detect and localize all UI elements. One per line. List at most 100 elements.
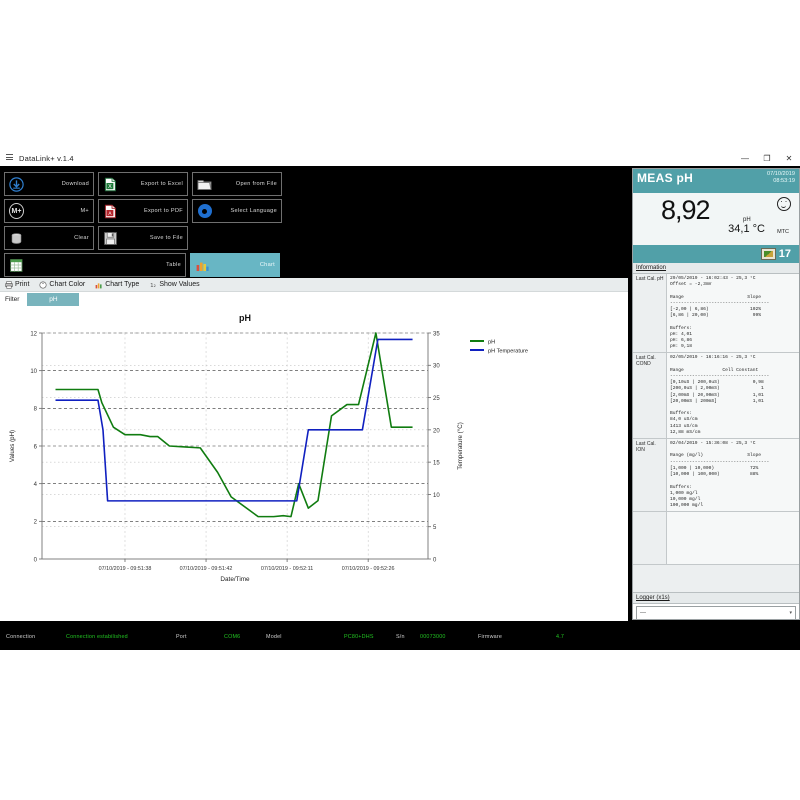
export-to-pdf-label: Export to PDF	[143, 208, 183, 214]
window-controls: — ❐ ✕	[734, 150, 800, 166]
table-view-label: Table	[166, 262, 181, 268]
logger-header-label: Logger (x1s)	[636, 595, 670, 601]
measurement-header: MEAS pH 07/10/2019 08:53:19	[633, 169, 799, 193]
svg-text:30: 30	[433, 364, 440, 370]
svg-text:25: 25	[433, 396, 440, 402]
status-value-model: PC80+DHS	[344, 634, 374, 640]
svg-text:8: 8	[34, 407, 38, 413]
svg-text:Temperature (°C): Temperature (°C)	[457, 422, 464, 470]
svg-text:5: 5	[433, 525, 437, 531]
select-language-button[interactable]: Select Language	[192, 199, 282, 223]
svg-text:12: 12	[30, 331, 37, 337]
chart-menu-bar: Print Chart Color Chart Type 1₂ Show Val…	[0, 278, 628, 292]
ribbon-toolbar: Download X Export to Excel Open from Fil…	[4, 172, 284, 280]
menu-item-chart-type-label: Chart Type	[105, 281, 140, 288]
svg-text:Values (pH): Values (pH)	[9, 430, 16, 462]
measurement-date: 07/10/2019	[767, 171, 795, 177]
menu-item-chart-type[interactable]: Chart Type	[95, 281, 139, 289]
open-from-file-button[interactable]: Open from File	[192, 172, 282, 196]
information-body[interactable]: Last Cal. pH 29/05/2019 - 16:02:43 - 25,…	[633, 274, 799, 592]
ribbon-row-1: Download X Export to Excel Open from Fil…	[4, 172, 284, 196]
download-icon	[9, 176, 24, 192]
menu-item-chart-color[interactable]: Chart Color	[39, 280, 86, 289]
memory-plus-button[interactable]: M+ M+	[4, 199, 94, 223]
measurement-datetime: 07/10/2019 08:53:19	[767, 171, 795, 185]
bar-chart-icon	[195, 258, 210, 273]
chevron-down-icon: ▾	[789, 610, 792, 616]
smiley-icon	[777, 197, 791, 211]
chart-panel: Print Chart Color Chart Type 1₂ Show Val…	[0, 278, 628, 621]
svg-text:6: 6	[34, 444, 38, 450]
clear-label: Clear	[74, 235, 89, 241]
folder-icon	[197, 177, 212, 192]
info-row-ph: Last Cal. pH 29/05/2019 - 16:02:43 - 25,…	[633, 274, 799, 354]
status-label-serial: S/n	[396, 634, 405, 640]
info-value-cond: 02/05/2019 - 16:16:16 - 25,3 °C Range Ce…	[667, 353, 799, 439]
ph-value: 8,92	[661, 195, 711, 225]
svg-text:pH Temperature: pH Temperature	[488, 348, 528, 354]
ph-unit: pH	[743, 217, 751, 223]
chart-view-label: Chart	[259, 262, 275, 268]
status-value-firmware: 4.7	[556, 634, 565, 640]
info-label-ion: Last Cal. ION	[633, 439, 667, 512]
svg-text:A: A	[108, 211, 112, 217]
svg-text:0: 0	[34, 557, 38, 563]
filter-label: Filter	[5, 296, 20, 303]
menu-item-print-label: Print	[15, 281, 30, 288]
menu-item-show-values[interactable]: 1₂ Show Values	[149, 281, 199, 289]
table-icon	[9, 258, 24, 273]
menu-item-chart-color-label: Chart Color	[49, 281, 86, 288]
datalink-application-window: DataLink+ v.1.4 — ❐ ✕ Download X Export …	[0, 150, 800, 650]
svg-text:0: 0	[433, 557, 437, 563]
minimize-icon[interactable]: —	[741, 153, 749, 163]
info-row-empty	[633, 512, 799, 566]
ribbon-row-2: M+ M+ A Export to PDF Select Language	[4, 199, 284, 223]
svg-text:07/10/2019 - 09:51:42: 07/10/2019 - 09:51:42	[180, 566, 233, 572]
export-to-excel-button[interactable]: X Export to Excel	[98, 172, 188, 196]
svg-text:Date/Time: Date/Time	[220, 576, 250, 583]
window-title: DataLink+ v.1.4	[19, 153, 74, 163]
palette-icon	[39, 280, 47, 289]
svg-text:pH: pH	[239, 313, 251, 323]
svg-text:1₂: 1₂	[150, 283, 156, 289]
select-language-label: Select Language	[230, 208, 277, 214]
svg-text:20: 20	[433, 428, 440, 434]
window-title-bar: DataLink+ v.1.4 — ❐ ✕	[0, 150, 800, 166]
log-count: 17	[778, 248, 791, 260]
logger-select[interactable]: --- ▾	[636, 606, 796, 620]
svg-text:pH: pH	[488, 339, 495, 345]
plot-area[interactable]: pH 0 2 4 6 8 10 12 0 5 10 15 20 25 30 35 07/10/2019 - 09…	[0, 307, 628, 617]
download-button[interactable]: Download	[4, 172, 94, 196]
status-value-port: COM6	[224, 634, 241, 640]
table-view-button[interactable]: Table	[4, 253, 186, 277]
filter-tab-ph[interactable]: pH	[27, 293, 80, 306]
information-header-label: Information	[636, 265, 667, 271]
export-to-pdf-button[interactable]: A Export to PDF	[98, 199, 188, 223]
bar-chart-icon	[95, 281, 103, 289]
download-label: Download	[61, 181, 89, 187]
menu-item-print[interactable]: Print	[5, 280, 30, 289]
memory-plus-icon: M+	[9, 203, 24, 219]
close-icon[interactable]: ✕	[785, 153, 793, 163]
trash-icon	[9, 231, 24, 246]
pdf-file-icon: A	[103, 204, 118, 219]
chart-view-button[interactable]: Chart	[190, 253, 280, 277]
open-from-file-label: Open from File	[235, 181, 277, 187]
info-label-ph: Last Cal. pH	[633, 274, 667, 353]
info-value-empty	[667, 512, 799, 565]
printer-icon	[5, 280, 13, 289]
export-to-excel-label: Export to Excel	[140, 181, 183, 187]
svg-text:07/10/2019 - 09:52:26: 07/10/2019 - 09:52:26	[342, 566, 395, 572]
svg-text:07/10/2019 - 09:52:11: 07/10/2019 - 09:52:11	[261, 566, 313, 572]
ribbon-row-4: Table Chart	[4, 253, 284, 277]
save-to-file-label: Save to File	[149, 235, 183, 241]
memory-plus-label: M+	[80, 208, 89, 214]
info-value-ph: 29/05/2019 - 16:02:43 - 25,3 °C Offset =…	[667, 274, 799, 353]
svg-text:2: 2	[34, 520, 38, 526]
filter-bar: Filter pH	[0, 292, 628, 307]
save-to-file-button[interactable]: Save to File	[98, 226, 188, 250]
maximize-icon[interactable]: ❐	[763, 153, 771, 163]
svg-text:10: 10	[30, 369, 37, 375]
clear-button[interactable]: Clear	[4, 226, 94, 250]
device-panel: MEAS pH 07/10/2019 08:53:19 8,92 pH 34,1…	[632, 168, 800, 620]
